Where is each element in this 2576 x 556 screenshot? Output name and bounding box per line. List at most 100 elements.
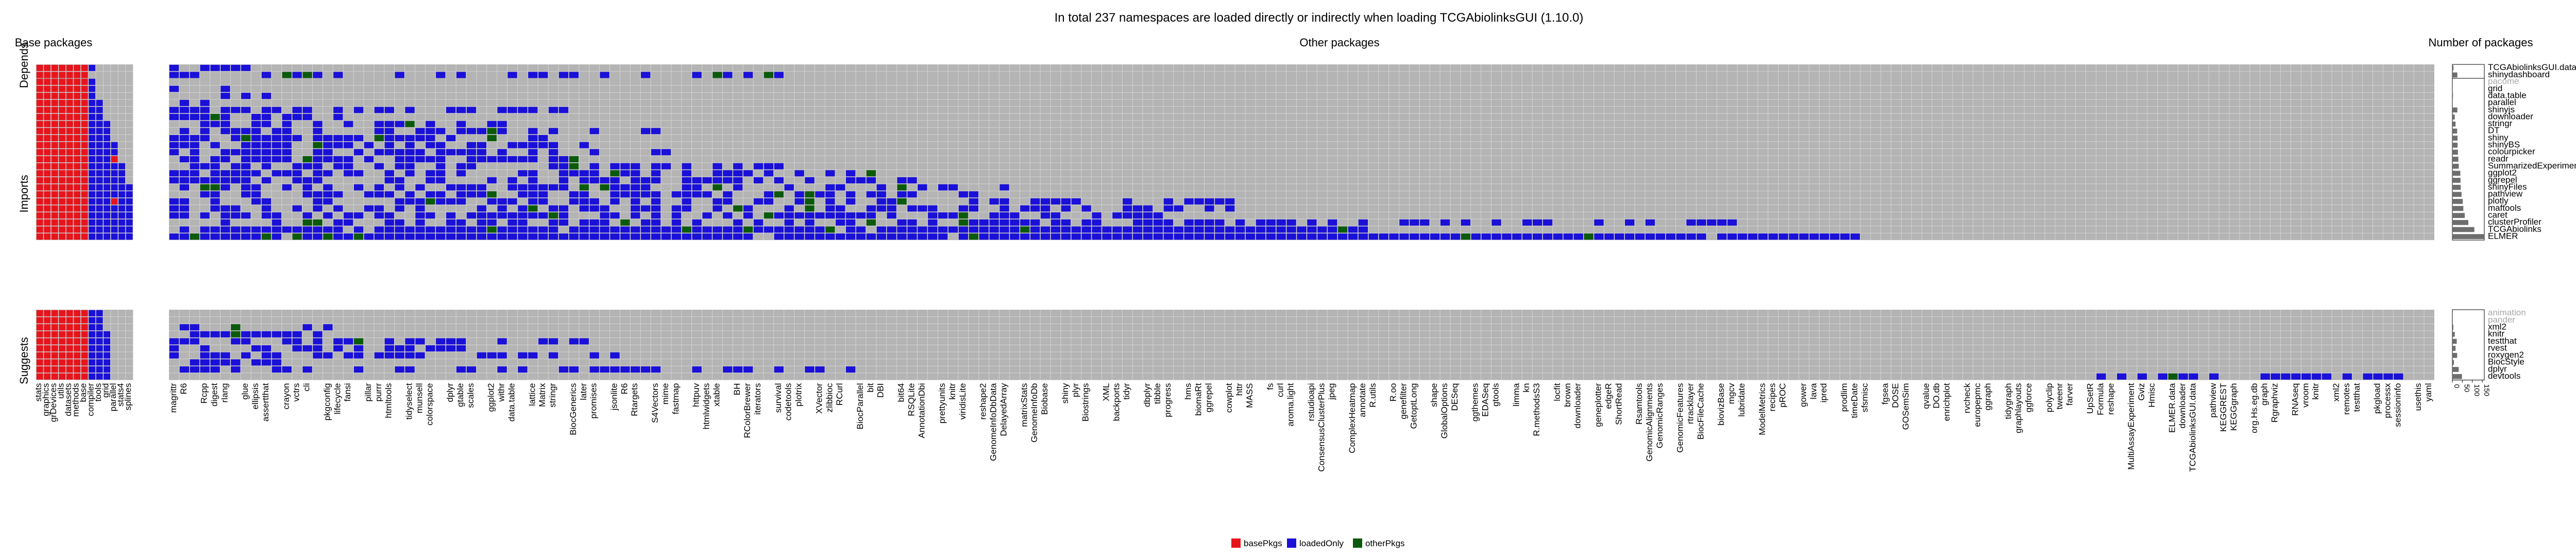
matrix-cell <box>59 142 66 148</box>
matrix-cell <box>538 233 548 240</box>
other-column-label: lattice <box>527 383 537 406</box>
matrix-cell <box>251 121 261 127</box>
matrix-cell <box>190 149 199 156</box>
other-column-label: enrichplot <box>1942 383 1952 421</box>
other-column-label: plyr <box>1071 383 1080 397</box>
matrix-cell <box>938 212 948 219</box>
base-column-label: parallel <box>108 383 118 412</box>
matrix-cell <box>241 149 251 156</box>
matrix-cell <box>856 177 866 183</box>
matrix-cell <box>651 163 661 170</box>
matrix-cell <box>415 212 425 219</box>
matrix-cell <box>36 317 43 324</box>
other-column-label: remotes <box>2342 383 2351 415</box>
matrix-cell <box>487 352 497 359</box>
matrix-cell <box>251 226 261 233</box>
matrix-cell <box>907 191 917 198</box>
matrix-cell <box>558 107 569 113</box>
matrix-cell <box>221 331 230 338</box>
matrix-cell <box>713 226 722 233</box>
other-column-label: XVector <box>814 383 824 414</box>
matrix-cell <box>518 226 528 233</box>
matrix-cell <box>313 135 323 142</box>
matrix-cell <box>302 226 312 233</box>
matrix-cell <box>928 233 938 240</box>
matrix-cell <box>169 198 179 205</box>
matrix-cell <box>671 226 681 233</box>
matrix-cell <box>446 149 456 156</box>
matrix-cell <box>51 219 58 226</box>
matrix-cell <box>81 121 88 127</box>
matrix-cell <box>44 156 51 162</box>
matrix-cell <box>190 366 199 373</box>
base-column-label: compiler <box>86 383 95 416</box>
matrix-cell <box>682 170 691 177</box>
matrix-cell <box>713 163 722 170</box>
matrix-cell <box>507 107 517 113</box>
row-label: grid <box>2488 83 2502 93</box>
matrix-cell <box>477 226 486 233</box>
matrix-cell <box>651 233 661 240</box>
matrix-cell <box>2189 373 2198 380</box>
matrix-cell <box>200 107 210 113</box>
matrix-cell <box>436 170 446 177</box>
other-column-label: R.methodsS3 <box>1532 383 1541 436</box>
matrix-cell <box>753 163 764 170</box>
legend-label-otherPkgs: otherPkgs <box>1365 538 1405 548</box>
matrix-cell <box>436 233 446 240</box>
count-bar <box>2452 234 2484 239</box>
matrix-cell <box>1768 233 1778 240</box>
matrix-cell <box>66 212 73 219</box>
matrix-cell <box>44 338 51 345</box>
matrix-cell <box>518 219 528 226</box>
matrix-cell <box>179 212 189 219</box>
matrix-cell <box>1707 219 1717 226</box>
row-label: shinyjs <box>2488 105 2515 114</box>
legend-label-basePkgs: basePkgs <box>1244 538 1282 548</box>
matrix-cell <box>507 156 517 162</box>
other-column-label: gtable <box>455 383 465 407</box>
matrix-cell <box>713 184 722 191</box>
matrix-cell <box>548 212 558 219</box>
matrix-cell <box>497 338 507 345</box>
other-column-label: KEGGREST <box>2218 383 2228 432</box>
count-bar <box>2452 163 2459 169</box>
matrix-cell <box>96 135 103 142</box>
matrix-cell <box>59 135 66 142</box>
matrix-cell <box>1123 198 1132 205</box>
matrix-cell <box>518 352 528 359</box>
row-label: pathview <box>2488 189 2523 199</box>
matrix-cell <box>764 226 774 233</box>
matrix-cell <box>221 114 230 121</box>
matrix-cell <box>589 128 599 134</box>
matrix-cell <box>36 366 43 373</box>
base-column-label: stats4 <box>115 383 125 407</box>
matrix-cell <box>805 226 815 233</box>
matrix-cell <box>353 212 364 219</box>
matrix-cell <box>66 107 73 113</box>
matrix-cell <box>66 198 73 205</box>
matrix-cell <box>96 114 103 121</box>
matrix-cell <box>210 184 220 191</box>
base-column-label: grDevices <box>48 383 58 423</box>
other-column-label: yaml <box>2424 383 2433 402</box>
matrix-cell <box>231 135 241 142</box>
other-column-label: vroom <box>2300 383 2310 408</box>
matrix-cell <box>59 310 66 316</box>
matrix-cell <box>126 212 133 219</box>
matrix-cell <box>200 184 210 191</box>
matrix-cell <box>118 184 125 191</box>
matrix-cell <box>1143 226 1153 233</box>
matrix-cell <box>221 107 230 113</box>
matrix-cell <box>44 331 51 338</box>
matrix-cell <box>426 191 435 198</box>
matrix-cell <box>989 212 999 219</box>
matrix-cell <box>126 219 133 226</box>
matrix-cell <box>856 226 866 233</box>
matrix-cell <box>641 226 651 233</box>
matrix-cell <box>815 233 825 240</box>
matrix-cell <box>210 352 220 359</box>
matrix-cell <box>1328 226 1337 233</box>
matrix-cell <box>282 142 292 148</box>
matrix-cell <box>610 184 620 191</box>
